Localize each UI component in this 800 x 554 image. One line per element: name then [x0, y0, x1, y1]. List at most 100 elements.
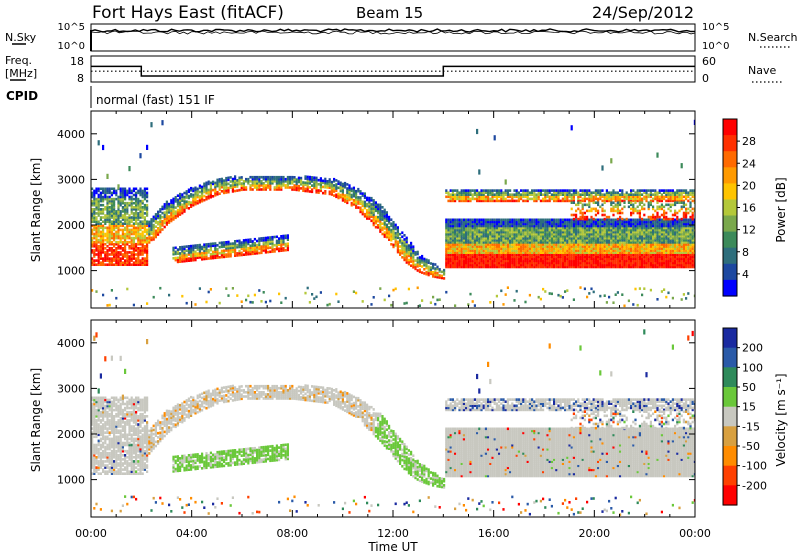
heatmap-cell	[581, 245, 584, 248]
heatmap-cell	[546, 191, 549, 194]
heatmap-cell	[517, 218, 520, 222]
heatmap-cell	[546, 199, 549, 203]
heatmap-cell	[572, 298, 575, 301]
heatmap-cell	[482, 237, 485, 240]
heatmap-cell	[108, 240, 111, 244]
heatmap-cell	[636, 241, 639, 244]
heatmap-cell	[517, 191, 520, 194]
heatmap-cell	[278, 241, 281, 244]
heatmap-cell	[256, 175, 259, 179]
heatmap-cell	[91, 187, 94, 191]
heatmap-cell	[154, 235, 157, 239]
heatmap-cell	[223, 245, 226, 248]
heatmap-cell	[575, 257, 578, 261]
heatmap-cell	[108, 232, 111, 236]
heatmap-cell	[185, 196, 188, 199]
heatmap-cell	[579, 253, 582, 256]
heatmap-cell	[113, 199, 116, 203]
heatmap-cell	[410, 264, 413, 267]
heatmap-cell	[106, 226, 109, 230]
heatmap-cell	[544, 243, 547, 246]
heatmap-cell	[108, 208, 111, 211]
heatmap-cell	[566, 249, 569, 252]
heatmap-cell	[535, 234, 538, 238]
date-label: 24/Sep/2012	[592, 3, 694, 22]
heatmap-cell	[117, 216, 120, 219]
heatmap-cell	[515, 249, 518, 252]
heatmap-cell	[520, 237, 523, 240]
heatmap-cell	[476, 265, 479, 269]
heatmap-cell	[570, 265, 573, 269]
heatmap-cell	[583, 265, 586, 269]
heatmap-cell	[480, 247, 483, 250]
heatmap-cell	[302, 187, 305, 190]
heatmap-cell	[139, 222, 142, 225]
heatmap-cell	[262, 175, 265, 179]
heatmap-cell	[95, 238, 98, 242]
heatmap-cell	[537, 255, 540, 259]
heatmap-cell	[594, 230, 597, 234]
heatmap-cell	[223, 253, 226, 257]
heatmap-cell	[425, 260, 428, 264]
heatmap-cell	[454, 304, 457, 307]
heatmap-cell	[476, 224, 479, 228]
heatmap-cell	[570, 249, 573, 252]
heatmap-cell	[467, 241, 470, 244]
heatmap-cell	[328, 302, 331, 306]
heatmap-cell	[260, 182, 263, 185]
heatmap-cell	[555, 230, 558, 234]
heatmap-cell	[634, 232, 637, 236]
heatmap-cell	[498, 247, 501, 250]
heatmap-cell	[456, 247, 459, 250]
heatmap-cell	[621, 228, 624, 232]
heatmap-cell	[535, 243, 538, 246]
heatmap-cell	[500, 191, 503, 194]
heatmap-cell	[487, 189, 490, 192]
heatmap-cell	[601, 241, 604, 244]
heatmap-cell	[586, 295, 589, 299]
heatmap-cell	[579, 201, 582, 204]
heatmap-cell	[143, 251, 146, 254]
heatmap-cell	[465, 224, 468, 228]
heatmap-cell	[572, 220, 575, 224]
heatmap-cell	[143, 203, 146, 207]
heatmap-cell	[623, 220, 626, 224]
heatmap-cell	[489, 218, 492, 222]
heatmap-cell	[561, 241, 564, 244]
heatmap-cell	[586, 257, 589, 261]
heatmap-cell	[102, 187, 105, 191]
heatmap-cell	[91, 214, 94, 217]
heatmap-cell	[572, 226, 575, 230]
heatmap-cell	[341, 195, 344, 198]
heatmap-cell	[484, 253, 487, 256]
heatmap-cell	[190, 201, 193, 204]
heatmap-cell	[498, 199, 501, 203]
heatmap-cell	[91, 228, 94, 232]
heatmap-cell	[390, 234, 393, 238]
heatmap-cell	[608, 230, 611, 234]
heatmap-cell	[476, 249, 479, 252]
heatmap-cell	[209, 257, 212, 260]
heatmap-cell	[99, 253, 102, 256]
heatmap-cell	[456, 241, 459, 244]
heatmap-cell	[242, 186, 245, 189]
heatmap-cell	[146, 214, 149, 217]
heatmap-cell	[203, 194, 206, 198]
heatmap-cell	[504, 257, 507, 261]
heatmap-cell	[509, 263, 512, 267]
heatmap-cell	[289, 180, 292, 183]
heatmap-cell	[601, 253, 604, 256]
heatmap-cell	[548, 195, 551, 199]
heatmap-cell	[520, 239, 523, 242]
heatmap-cell	[407, 244, 410, 247]
heatmap-cell	[473, 197, 476, 201]
heatmap-cell	[473, 251, 476, 254]
heatmap-cell	[616, 261, 619, 265]
heatmap-cell	[335, 179, 338, 182]
heatmap-cell	[583, 263, 586, 267]
heatmap-cell	[126, 287, 129, 291]
heatmap-cell	[198, 247, 201, 251]
heatmap-cell	[264, 184, 267, 187]
heatmap-cell	[368, 196, 371, 200]
